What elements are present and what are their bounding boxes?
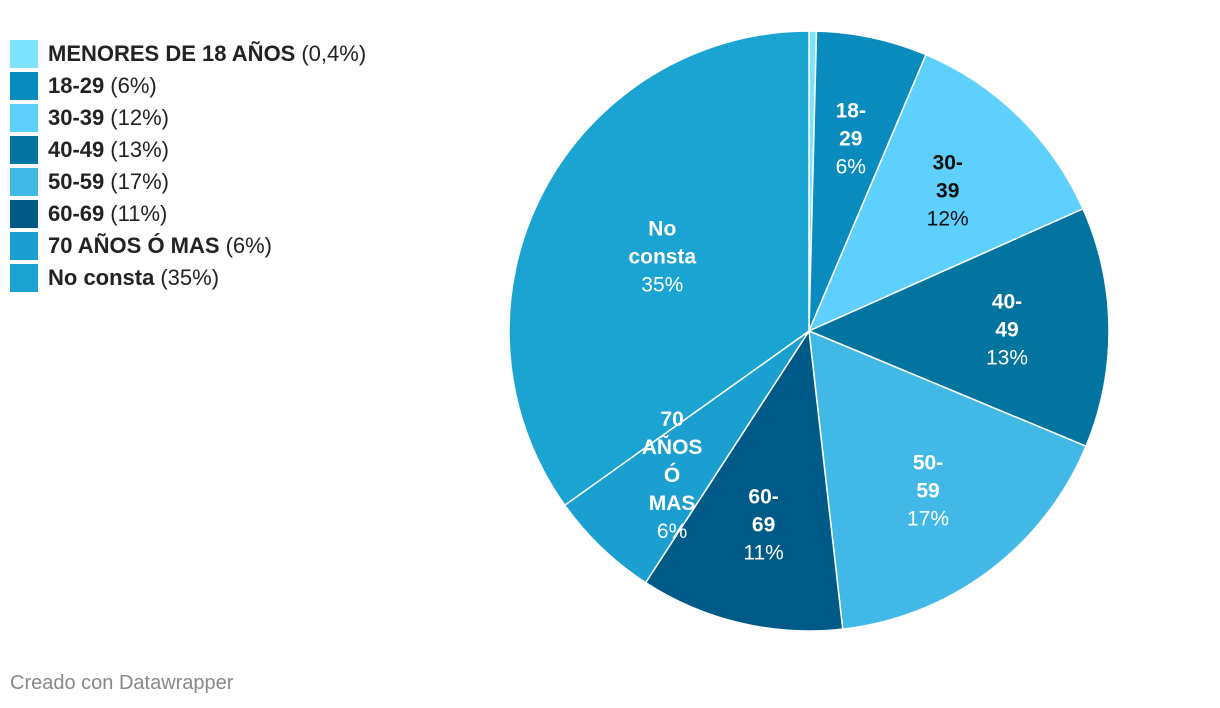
pie-slice [508, 30, 810, 507]
legend-value: (13%) [110, 137, 169, 162]
pie-slice [807, 53, 1085, 333]
legend-value: (6%) [110, 73, 157, 98]
slice-label: 60- 69 11% [743, 486, 783, 565]
pie-slice [807, 207, 1110, 448]
legend-item: 18-29 (6%) [10, 70, 366, 102]
legend-item: No consta (35%) [10, 262, 366, 294]
footer-credit: Creado con Datawrapper [10, 672, 234, 694]
slice-label-value: 17% [907, 507, 949, 530]
legend-label: No consta [48, 265, 155, 290]
slice-label-value: 35% [641, 273, 683, 296]
legend-value: (17%) [110, 169, 169, 194]
legend-label: MENORES DE 18 AÑOS [48, 41, 296, 66]
slice-label: 70 AÑOS Ó MAS 6% [642, 408, 703, 543]
slice-label-value: 13% [986, 347, 1028, 370]
slice-label-name: MAS [649, 492, 696, 515]
slice-label-name: Ó [664, 463, 680, 487]
slice-label-name: 69 [752, 514, 775, 537]
legend-value: (6%) [225, 233, 273, 258]
legend-swatch [10, 104, 38, 132]
slice-label-value: 6% [836, 156, 866, 179]
slice-label-name: 59 [916, 479, 939, 502]
slice-label: No consta 35% [628, 217, 696, 296]
slice-label-value: 12% [927, 208, 969, 231]
legend-label: 18-29 [48, 73, 105, 98]
slice-label: 40- 49 13% [986, 291, 1028, 370]
chart-legend: MENORES DE 18 AÑOS (0,4%) 18-29 (6%) 30-39 (1… [10, 38, 366, 294]
slice-label-value: 11% [743, 542, 783, 565]
slice-label-name: 30- [933, 152, 963, 175]
legend-item: 40-49 (13%) [10, 134, 366, 166]
slice-label-name: 39 [936, 180, 959, 203]
legend-item: 30-39 (12%) [10, 102, 366, 134]
legend-item: 70 AÑOS Ó MAS (6%) [10, 230, 366, 262]
legend-swatch [10, 264, 38, 292]
legend-item: 50-59 (17%) [10, 166, 366, 198]
legend-value: (35%) [160, 265, 220, 290]
legend-item: MENORES DE 18 AÑOS (0,4%) [10, 38, 366, 70]
slice-label-name: consta [628, 245, 696, 268]
legend-value: (12%) [110, 105, 169, 130]
legend-swatch [10, 72, 38, 100]
legend-swatch [10, 232, 38, 260]
slice-label-name: 70 [660, 408, 683, 431]
legend-value: (11%) [110, 201, 168, 226]
slice-label-name: 49 [995, 319, 1018, 342]
pie-slice [644, 328, 844, 632]
slice-label-name: 40- [992, 291, 1022, 314]
slice-label-name: 18- [836, 100, 866, 123]
slice-label: 30- 39 12% [927, 152, 969, 231]
legend-label: 30-39 [48, 105, 105, 130]
pie-slice [808, 329, 1087, 630]
legend-label: 70 AÑOS Ó MAS [48, 233, 220, 258]
legend-value: (0,4%) [301, 41, 367, 66]
slice-label-name: 29 [839, 128, 862, 151]
legend-swatch [10, 40, 38, 68]
slice-label: 18- 29 6% [836, 100, 866, 179]
legend-swatch [10, 168, 38, 196]
slice-label-name: 60- [748, 486, 778, 509]
legend-label: 50-59 [48, 169, 105, 194]
slice-label-name: AÑOS [642, 436, 703, 459]
slice-label-name: 50- [913, 451, 943, 474]
legend-swatch [10, 136, 38, 164]
slice-label-name: No [648, 217, 676, 240]
legend-label: 40-49 [48, 137, 105, 162]
legend-label: 60-69 [48, 201, 105, 226]
slice-label-value: 6% [657, 520, 687, 543]
legend-item: 60-69 (11%) [10, 198, 366, 230]
slice-label: 50- 59 17% [907, 451, 949, 530]
legend-swatch [10, 200, 38, 228]
